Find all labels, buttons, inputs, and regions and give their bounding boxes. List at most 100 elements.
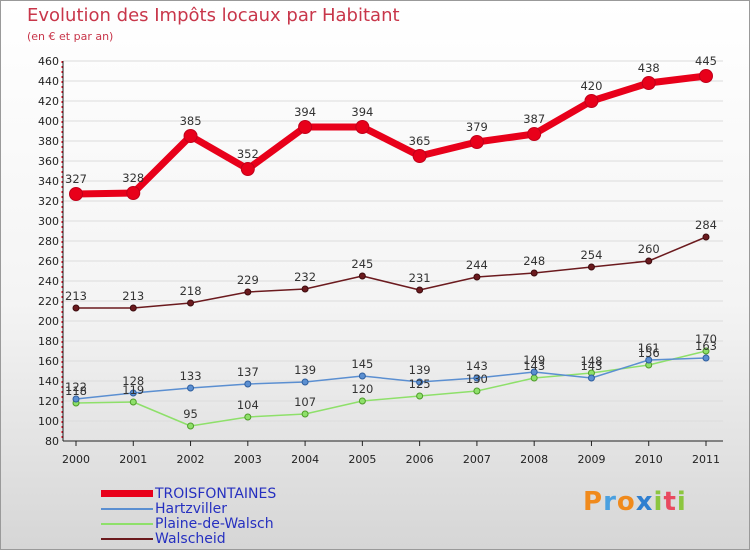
legend-label: TROISFONTAINES <box>155 485 277 502</box>
data-point <box>129 304 137 312</box>
data-label: 120 <box>351 382 373 396</box>
data-label: 118 <box>65 384 87 398</box>
data-point <box>129 398 137 406</box>
series-line <box>75 72 707 198</box>
data-label: 284 <box>695 218 717 232</box>
data-point <box>587 263 595 271</box>
data-point <box>473 273 481 281</box>
y-tick-label: 120 <box>38 395 59 408</box>
y-tick-label: 380 <box>38 135 59 148</box>
chart-title: Evolution des Impôts locaux par Habitant <box>27 5 400 26</box>
x-tick-labels: 2000 2001 2002 2003 2004 2005 2006 2007 2008 2009… <box>62 453 720 466</box>
y-tick-label: 460 <box>38 55 59 68</box>
x-tick-label: 2003 <box>234 453 262 466</box>
legend-item: Walscheid <box>101 531 276 547</box>
data-point <box>584 94 599 108</box>
data-point <box>645 257 653 265</box>
y-tick-label: 100 <box>38 415 59 428</box>
data-point <box>702 233 710 241</box>
series-group <box>69 69 713 430</box>
x-tick-label: 2006 <box>406 453 434 466</box>
data-point <box>72 395 80 403</box>
y-tick-label: 420 <box>38 95 59 108</box>
data-point <box>530 269 538 277</box>
data-label: 107 <box>294 395 316 409</box>
y-tick-label: 80 <box>45 435 59 448</box>
x-tick-label: 2011 <box>692 453 720 466</box>
data-point <box>244 413 252 421</box>
data-label: 229 <box>237 273 259 287</box>
data-point <box>301 378 309 386</box>
data-label: 218 <box>180 284 202 298</box>
y-tick-label: 140 <box>38 375 59 388</box>
data-point <box>416 378 424 386</box>
data-point <box>641 76 656 90</box>
x-tick-label: 2000 <box>62 453 90 466</box>
data-label: 420 <box>580 79 602 93</box>
data-label: 394 <box>294 105 316 119</box>
data-point <box>240 162 255 176</box>
y-tick-label: 180 <box>38 335 59 348</box>
data-point <box>69 187 83 201</box>
data-point <box>355 120 370 134</box>
data-label: 143 <box>580 359 602 373</box>
data-label: 394 <box>351 105 373 119</box>
y-tick-label: 340 <box>38 175 59 188</box>
data-label: 143 <box>466 359 488 373</box>
data-point <box>473 387 481 395</box>
data-label: 95 <box>183 407 198 421</box>
data-label: 161 <box>638 341 660 355</box>
data-point <box>469 135 484 149</box>
chart-subtitle: (en € et par an) <box>27 30 114 43</box>
data-label: 231 <box>409 271 431 285</box>
data-label: 260 <box>638 242 660 256</box>
y-tick-label: 220 <box>38 295 59 308</box>
data-label: 137 <box>237 365 259 379</box>
data-point <box>527 127 542 141</box>
data-label: 327 <box>65 172 87 186</box>
legend: TROISFONTAINES Hartzviller Plaine-de-Walsc… <box>101 485 277 547</box>
x-tick-label: 2007 <box>463 453 491 466</box>
data-label: 445 <box>695 54 717 68</box>
data-label: 245 <box>351 257 373 271</box>
data-label: 163 <box>695 339 717 353</box>
data-label: 248 <box>523 254 545 268</box>
data-label: 119 <box>122 383 144 397</box>
data-label: 254 <box>580 248 602 262</box>
legend-swatch <box>101 507 153 510</box>
data-point <box>699 69 713 83</box>
data-point <box>187 384 195 392</box>
data-label: 328 <box>122 171 144 185</box>
data-point <box>645 356 653 364</box>
data-point <box>301 285 309 293</box>
data-label: 149 <box>523 353 545 367</box>
data-label: 143 <box>523 359 545 373</box>
data-point <box>416 392 424 400</box>
x-tick-label: 2009 <box>577 453 605 466</box>
y-tick-label: 300 <box>38 215 59 228</box>
data-point <box>358 397 366 405</box>
proxiti-logo: Proxiti <box>583 487 687 517</box>
series-line <box>75 357 707 400</box>
data-label: 156 <box>638 346 660 360</box>
data-label: 232 <box>294 270 316 284</box>
data-point <box>358 272 366 280</box>
data-label: 122 <box>65 380 87 394</box>
data-point <box>416 286 424 294</box>
y-tick-label: 400 <box>38 115 59 128</box>
data-label: 130 <box>466 372 488 386</box>
legend-label: Plaine-de-Walsch <box>155 515 274 532</box>
y-tick-label: 160 <box>38 355 59 368</box>
data-point <box>244 288 252 296</box>
legend-item: Hartzviller <box>101 501 276 517</box>
data-label: 139 <box>294 363 316 377</box>
data-label: 148 <box>580 354 602 368</box>
y-tick-labels: 80 100 120 140 160 180 200 220 240 260 280 300 320 34… <box>38 55 59 448</box>
x-tick-label: 2010 <box>635 453 663 466</box>
legend-swatch <box>101 537 153 540</box>
data-point <box>126 186 141 200</box>
data-label: 379 <box>466 120 488 134</box>
data-label: 213 <box>122 289 144 303</box>
